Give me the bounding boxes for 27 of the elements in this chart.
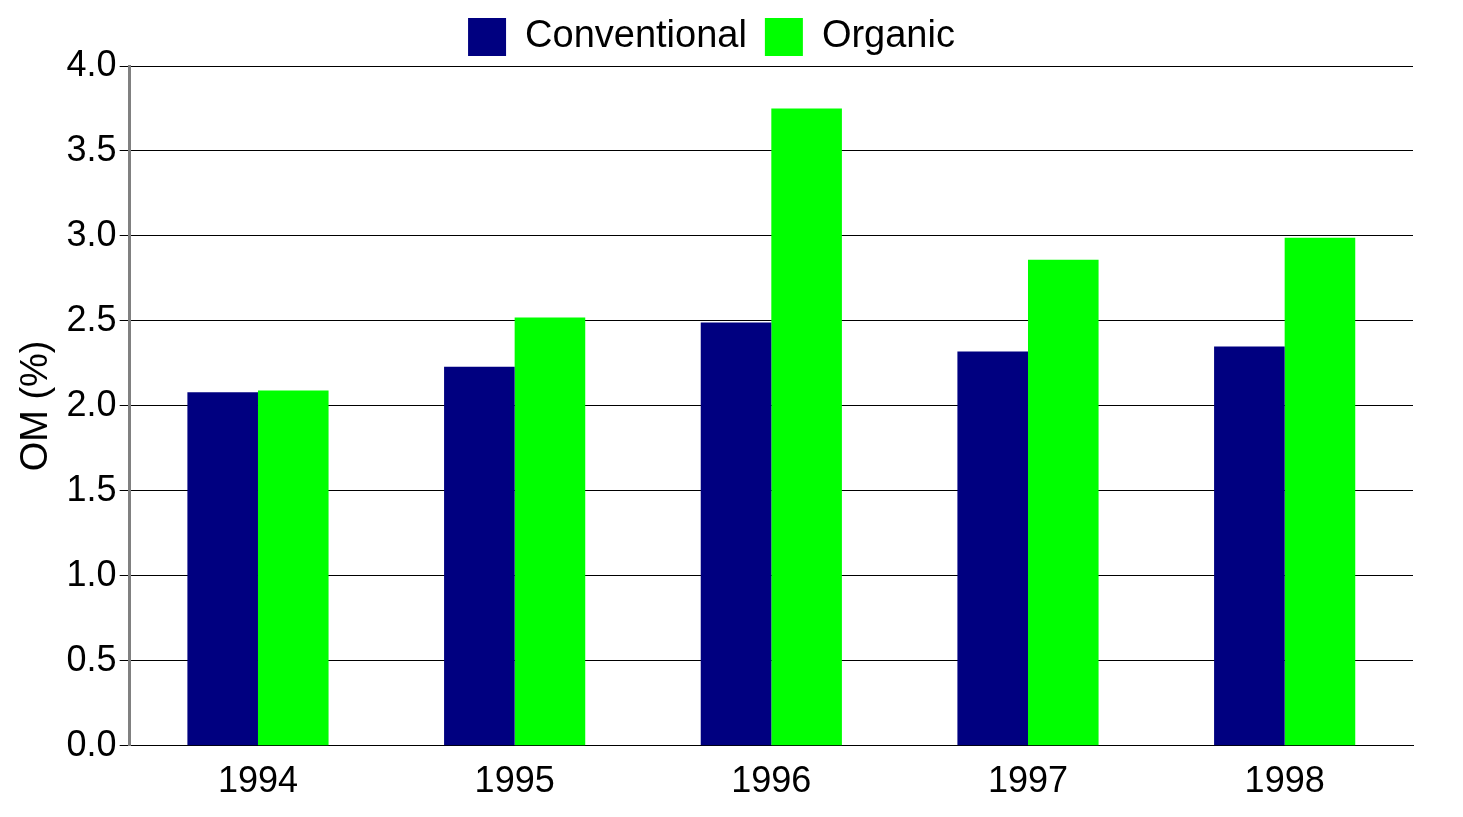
x-tick-label: 1994: [217, 759, 299, 801]
y-tick-label: 1.0: [66, 552, 117, 594]
bar: [771, 108, 842, 746]
bar: [257, 390, 329, 746]
bar: [187, 392, 258, 746]
y-tick-label: 2.5: [66, 297, 117, 339]
y-tick-label: 3.0: [66, 212, 117, 254]
legend-label: Organic: [821, 13, 955, 56]
y-tick-label: 2.0: [66, 382, 117, 424]
bar: [1214, 346, 1285, 746]
x-tick-label: 1995: [474, 759, 555, 801]
bar: [444, 366, 515, 746]
x-tick-label: 1997: [987, 759, 1069, 801]
bar: [957, 351, 1028, 746]
bar: [1284, 237, 1356, 746]
legend-label: Conventional: [525, 13, 747, 56]
bar: [514, 317, 586, 746]
y-tick-label: 4.0: [66, 42, 117, 84]
y-tick-label: 3.5: [66, 127, 117, 169]
bar: [700, 322, 772, 746]
y-axis-title: OM (%): [13, 340, 56, 472]
y-tick-label: 0.0: [66, 722, 117, 764]
x-tick-label: 1998: [1244, 759, 1325, 801]
bar: [1027, 259, 1099, 746]
x-tick-label: 1996: [731, 759, 812, 801]
y-tick-label: 1.5: [66, 467, 117, 509]
y-tick-label: 0.5: [66, 637, 117, 679]
